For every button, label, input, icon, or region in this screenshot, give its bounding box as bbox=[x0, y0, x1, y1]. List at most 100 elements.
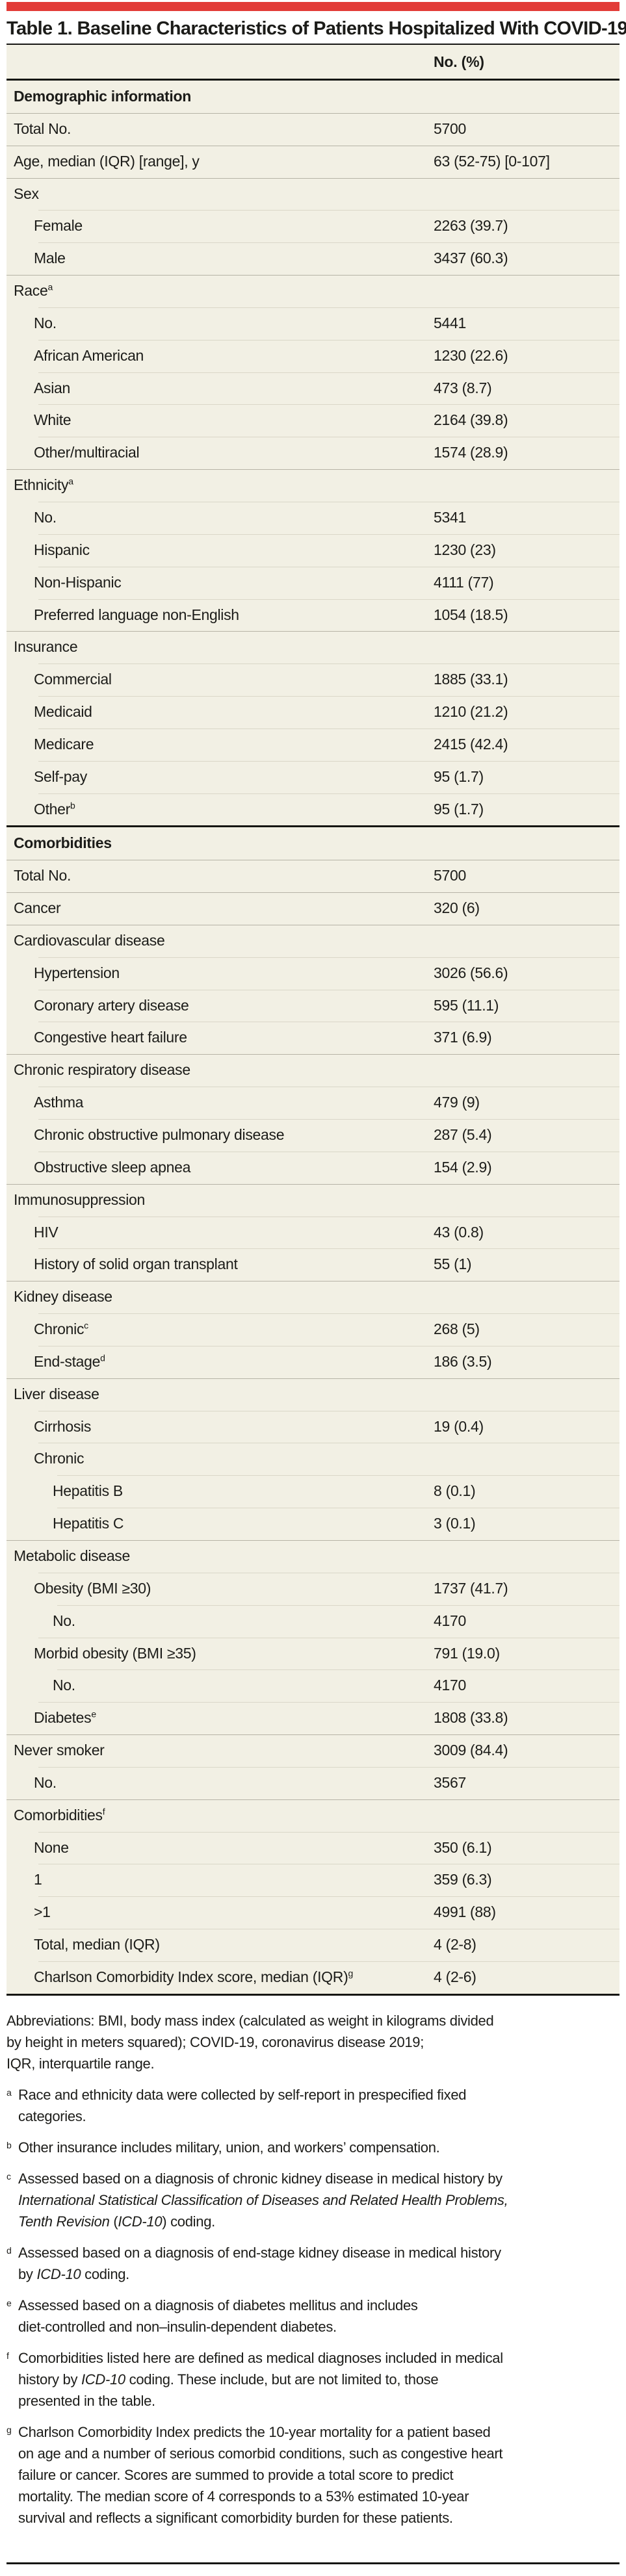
row-value: 2164 (39.8) bbox=[434, 411, 508, 429]
footnote-marker: b bbox=[70, 799, 75, 810]
footnote-text: International Statistical Classification… bbox=[18, 2191, 508, 2208]
footnote-text: coding. bbox=[81, 2265, 129, 2282]
row-value: 4111 (77) bbox=[434, 573, 494, 591]
footnote-marker: a bbox=[47, 281, 53, 292]
row-label: Asthma bbox=[34, 1094, 84, 1111]
row-value: 479 (9) bbox=[434, 1094, 480, 1111]
row-value: 1054 (18.5) bbox=[434, 606, 508, 623]
row-label: Chronic bbox=[34, 1450, 85, 1467]
section-header-label: Comorbidities bbox=[14, 834, 112, 852]
row-label: Diabetese bbox=[34, 1708, 97, 1727]
footnote-text: categories. bbox=[18, 2107, 86, 2124]
table-row: No. 3567 bbox=[7, 1766, 619, 1799]
row-label: Other/multiracial bbox=[34, 444, 140, 461]
row-value: 43 (0.8) bbox=[434, 1223, 484, 1241]
table-row: Congestive heart failure 371 (6.9) bbox=[7, 1022, 619, 1054]
footnote-letter: b bbox=[7, 2139, 12, 2150]
row-value: 1574 (28.9) bbox=[434, 444, 508, 461]
table-section: Comorbidities Total No. 5700 Cancer 320 (6) C… bbox=[7, 825, 619, 1994]
footnote-text: history by bbox=[18, 2371, 81, 2388]
table-row: Chronic respiratory disease bbox=[7, 1054, 619, 1087]
row-value: 4170 bbox=[434, 1612, 466, 1629]
footnote-text: mortality. The median score of 4 corresp… bbox=[18, 2488, 469, 2505]
footnote-marker: g bbox=[348, 1968, 354, 1979]
table-row: None 350 (6.1) bbox=[7, 1831, 619, 1864]
table-row: Ethnicitya bbox=[7, 469, 619, 502]
table-row: Asian 473 (8.7) bbox=[7, 372, 619, 405]
footnote-item: c Assessed based on a diagnosis of chroni… bbox=[7, 2168, 601, 2232]
page-bottom-rule bbox=[7, 2562, 619, 2564]
table-row: Otherb 95 (1.7) bbox=[7, 793, 619, 826]
value-column-header: No. (%) bbox=[434, 53, 484, 70]
row-value: 95 (1.7) bbox=[434, 800, 484, 818]
row-label: Cardiovascular disease bbox=[14, 931, 165, 949]
footnote-text: failure or cancer. Scores are summed to … bbox=[18, 2466, 454, 2483]
accent-bar bbox=[7, 2, 619, 11]
footnote-marker: d bbox=[100, 1352, 105, 1363]
row-label: African American bbox=[34, 346, 144, 364]
row-label: Liver disease bbox=[14, 1385, 99, 1402]
row-value: 3026 (56.6) bbox=[434, 964, 508, 981]
row-value: 8 (0.1) bbox=[434, 1482, 476, 1500]
row-label: Morbid obesity (BMI ≥35) bbox=[34, 1644, 196, 1662]
row-label: Insurance bbox=[14, 638, 78, 656]
footnote-text: diet-controlled and non–insulin-dependen… bbox=[18, 2318, 337, 2335]
row-value: 1737 (41.7) bbox=[434, 1579, 508, 1597]
row-value: 3 (0.1) bbox=[434, 1515, 476, 1532]
footnote-text: ( bbox=[109, 2213, 118, 2230]
footnote-text: Assessed based on a diagnosis of diabete… bbox=[18, 2297, 418, 2313]
table-row: Age, median (IQR) [range], y 63 (52-75) [… bbox=[7, 145, 619, 178]
table-row: Obesity (BMI ≥30) 1737 (41.7) bbox=[7, 1572, 619, 1605]
section-header-row: Comorbidities bbox=[7, 827, 619, 860]
table-row: End-staged 186 (3.5) bbox=[7, 1345, 619, 1378]
table-row: African American 1230 (22.6) bbox=[7, 339, 619, 372]
footnote-item: b Other insurance includes military, unio… bbox=[7, 2137, 601, 2158]
row-value: 4 (2-8) bbox=[434, 1936, 476, 1953]
row-value: 2415 (42.4) bbox=[434, 735, 508, 753]
footnote-letter: c bbox=[7, 2170, 11, 2182]
row-value: 1210 (21.2) bbox=[434, 703, 508, 721]
row-value: 2263 (39.7) bbox=[434, 217, 508, 235]
table-row: 1 359 (6.3) bbox=[7, 1864, 619, 1896]
table-bottom-rule bbox=[7, 1993, 619, 1996]
row-label: No. bbox=[53, 1612, 75, 1629]
row-label: Commercial bbox=[34, 671, 112, 688]
row-label: Chronic respiratory disease bbox=[14, 1061, 190, 1079]
row-label: Total No. bbox=[14, 867, 72, 884]
row-value: 4991 (88) bbox=[434, 1903, 496, 1921]
row-label: Cancer bbox=[14, 899, 61, 917]
table-row: Hispanic 1230 (23) bbox=[7, 534, 619, 567]
table-row: Non-Hispanic 4111 (77) bbox=[7, 566, 619, 599]
table-row: Charlson Comorbidity Index score, median… bbox=[7, 1961, 619, 1994]
table-row: Liver disease bbox=[7, 1378, 619, 1411]
footnote-text: on age and a number of serious comorbid … bbox=[18, 2445, 503, 2462]
row-label: Age, median (IQR) [range], y bbox=[14, 152, 200, 170]
footnote-text: survival and reflects a significant como… bbox=[18, 2509, 453, 2526]
footnote-item: e Assessed based on a diagnosis of diabet… bbox=[7, 2295, 601, 2338]
table-row: Hepatitis C 3 (0.1) bbox=[7, 1508, 619, 1540]
footnote-text: coding. These include, but are not limit… bbox=[125, 2371, 439, 2388]
footnote-text: ICD-10 bbox=[118, 2213, 163, 2230]
table-row: Insurance bbox=[7, 631, 619, 663]
footnote-text: ICD-10 bbox=[81, 2371, 125, 2388]
row-value: 371 (6.9) bbox=[434, 1029, 492, 1046]
footnote-letter: a bbox=[7, 2087, 12, 2098]
row-value: 154 (2.9) bbox=[434, 1158, 492, 1176]
footnote-text: Race and ethnicity data were collected b… bbox=[18, 2086, 467, 2103]
row-label: Obesity (BMI ≥30) bbox=[34, 1579, 151, 1597]
table-row: Preferred language non-English 1054 (18.5… bbox=[7, 599, 619, 632]
row-label: Never smoker bbox=[14, 1742, 105, 1759]
table-row: Total No. 5700 bbox=[7, 112, 619, 146]
table-row: Chronic obstructive pulmonary disease 287… bbox=[7, 1119, 619, 1152]
row-value: 19 (0.4) bbox=[434, 1417, 484, 1435]
row-value: 5700 bbox=[434, 120, 466, 137]
table-row: Hepatitis B 8 (0.1) bbox=[7, 1475, 619, 1508]
table-row: Comorbiditiesf bbox=[7, 1799, 619, 1832]
row-value: 5341 bbox=[434, 508, 466, 526]
table-row: Kidney disease bbox=[7, 1281, 619, 1313]
section-header-row: Demographic information bbox=[7, 81, 619, 113]
row-label: HIV bbox=[34, 1223, 59, 1241]
table-row: White 2164 (39.8) bbox=[7, 404, 619, 437]
footnote-text: Other insurance includes military, union… bbox=[18, 2139, 440, 2156]
